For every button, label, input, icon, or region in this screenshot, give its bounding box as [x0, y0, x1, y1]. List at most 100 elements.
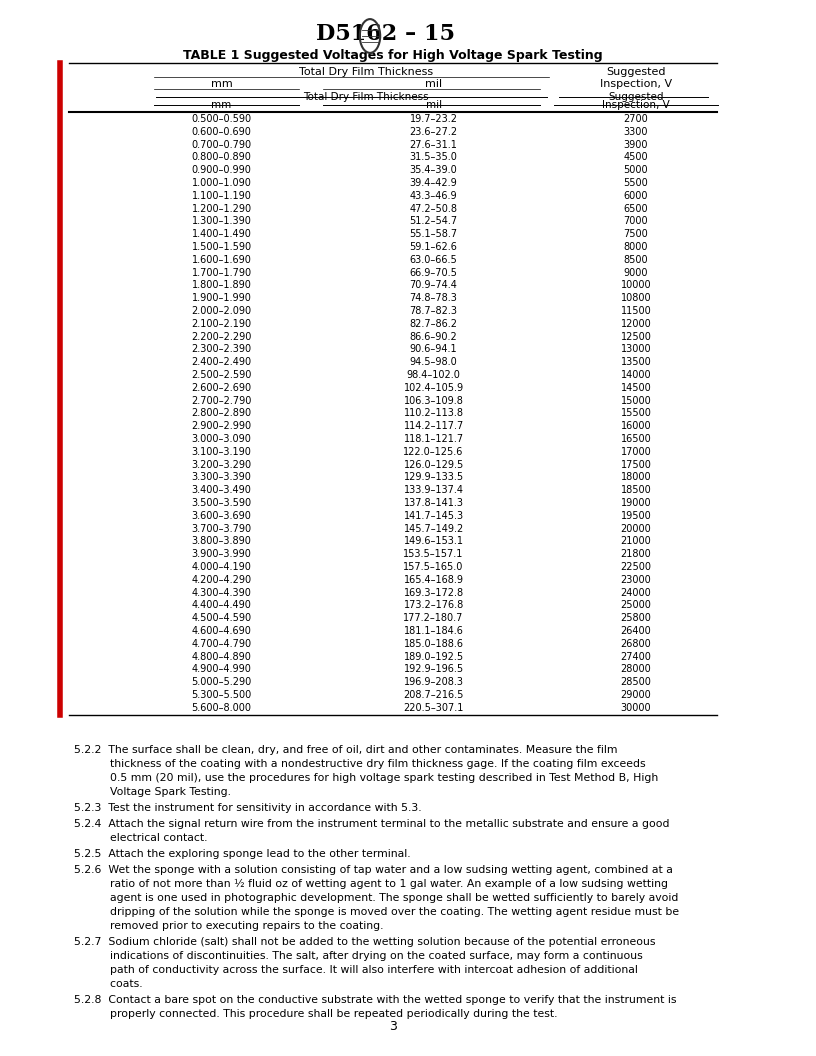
Text: 6500: 6500: [623, 204, 648, 213]
Text: 82.7–86.2: 82.7–86.2: [410, 319, 458, 328]
Text: 0.5 mm (20 mil), use the procedures for high voltage spark testing described in : 0.5 mm (20 mil), use the procedures for …: [89, 773, 658, 782]
Text: 31.5–35.0: 31.5–35.0: [410, 152, 458, 163]
Text: thickness of the coating with a nondestructive dry film thickness gage. If the c: thickness of the coating with a nondestr…: [89, 758, 645, 769]
Text: 3.100–3.190: 3.100–3.190: [192, 447, 251, 457]
Text: mil: mil: [425, 79, 442, 89]
Text: 0.900–0.990: 0.900–0.990: [192, 165, 251, 175]
Text: 149.6–153.1: 149.6–153.1: [404, 536, 463, 546]
Text: 114.2–117.7: 114.2–117.7: [403, 421, 463, 431]
Text: 21000: 21000: [620, 536, 651, 546]
Text: 6000: 6000: [623, 191, 648, 201]
Text: 4.200–4.290: 4.200–4.290: [192, 574, 251, 585]
Text: 3.400–3.490: 3.400–3.490: [192, 485, 251, 495]
Text: mm: mm: [211, 79, 233, 89]
Text: 15500: 15500: [620, 409, 651, 418]
Text: 4.900–4.990: 4.900–4.990: [192, 664, 251, 675]
Text: 157.5–165.0: 157.5–165.0: [403, 562, 463, 572]
Text: 10000: 10000: [621, 281, 651, 290]
Text: 11500: 11500: [620, 306, 651, 316]
Text: removed prior to executing repairs to the coating.: removed prior to executing repairs to th…: [89, 921, 384, 930]
Text: 0.500–0.590: 0.500–0.590: [192, 114, 251, 124]
Text: 129.9–133.5: 129.9–133.5: [404, 472, 463, 483]
Text: 4.800–4.890: 4.800–4.890: [192, 652, 251, 662]
Text: agent is one used in photographic development. The sponge shall be wetted suffic: agent is one used in photographic develo…: [89, 892, 678, 903]
Text: 5.2.5  Attach the exploring sponge lead to the other terminal.: 5.2.5 Attach the exploring sponge lead t…: [74, 849, 410, 859]
Text: 24000: 24000: [620, 587, 651, 598]
Text: 3300: 3300: [623, 127, 648, 137]
Text: 145.7–149.2: 145.7–149.2: [403, 524, 463, 533]
Text: 177.2–180.7: 177.2–180.7: [403, 614, 463, 623]
Text: 1.000–1.090: 1.000–1.090: [192, 178, 251, 188]
Text: 5000: 5000: [623, 165, 648, 175]
Text: 16000: 16000: [621, 421, 651, 431]
Text: 220.5–307.1: 220.5–307.1: [403, 703, 463, 713]
Text: 9000: 9000: [623, 267, 648, 278]
Text: 47.2–50.8: 47.2–50.8: [410, 204, 458, 213]
Text: ratio of not more than ½ fluid oz of wetting agent to 1 gal water. An example of: ratio of not more than ½ fluid oz of wet…: [89, 879, 667, 889]
Text: 169.3–172.8: 169.3–172.8: [404, 587, 463, 598]
Text: 39.4–42.9: 39.4–42.9: [410, 178, 458, 188]
Text: 7000: 7000: [623, 216, 648, 226]
Text: 181.1–184.6: 181.1–184.6: [404, 626, 463, 636]
Text: 3: 3: [389, 1019, 397, 1033]
Text: 35.4–39.0: 35.4–39.0: [410, 165, 458, 175]
Text: 26400: 26400: [620, 626, 651, 636]
Text: 196.9–208.3: 196.9–208.3: [404, 677, 463, 687]
Text: 3.000–3.090: 3.000–3.090: [192, 434, 251, 444]
Text: 2700: 2700: [623, 114, 648, 124]
Text: 118.1–121.7: 118.1–121.7: [404, 434, 463, 444]
Text: 4500: 4500: [623, 152, 648, 163]
Text: 1.900–1.990: 1.900–1.990: [192, 294, 251, 303]
Text: 0.800–0.890: 0.800–0.890: [192, 152, 251, 163]
Text: 14500: 14500: [620, 382, 651, 393]
Text: 1.300–1.390: 1.300–1.390: [192, 216, 251, 226]
Text: TABLE 1 Suggested Voltages for High Voltage Spark Testing: TABLE 1 Suggested Voltages for High Volt…: [184, 50, 603, 62]
Text: 15000: 15000: [620, 396, 651, 406]
Text: 185.0–188.6: 185.0–188.6: [404, 639, 463, 648]
Text: 43.3–46.9: 43.3–46.9: [410, 191, 458, 201]
Text: 4.300–4.390: 4.300–4.390: [192, 587, 251, 598]
Text: Suggested: Suggested: [606, 67, 666, 77]
Text: 2.900–2.990: 2.900–2.990: [192, 421, 251, 431]
Text: 25800: 25800: [620, 614, 651, 623]
Text: 55.1–58.7: 55.1–58.7: [410, 229, 458, 240]
Text: 17500: 17500: [620, 459, 651, 470]
Text: 1.100–1.190: 1.100–1.190: [192, 191, 251, 201]
Text: 4.600–4.690: 4.600–4.690: [192, 626, 251, 636]
Text: 25000: 25000: [620, 601, 651, 610]
Text: 3.300–3.390: 3.300–3.390: [192, 472, 251, 483]
Text: 122.0–125.6: 122.0–125.6: [403, 447, 463, 457]
Text: 63.0–66.5: 63.0–66.5: [410, 254, 458, 265]
Text: mm: mm: [211, 100, 232, 110]
Text: 5500: 5500: [623, 178, 648, 188]
Text: 1.500–1.590: 1.500–1.590: [192, 242, 251, 252]
Text: 2.700–2.790: 2.700–2.790: [192, 396, 252, 406]
Text: 3.800–3.890: 3.800–3.890: [192, 536, 251, 546]
Text: 18500: 18500: [620, 485, 651, 495]
Text: 66.9–70.5: 66.9–70.5: [410, 267, 458, 278]
Text: Total Dry Film Thickness: Total Dry Film Thickness: [304, 92, 429, 102]
Text: Total Dry Film Thickness: Total Dry Film Thickness: [299, 67, 433, 77]
Text: Inspection, V: Inspection, V: [602, 100, 670, 110]
Text: 192.9–196.5: 192.9–196.5: [404, 664, 463, 675]
Text: 5.600–8.000: 5.600–8.000: [192, 703, 251, 713]
Text: dripping of the solution while the sponge is moved over the coating. The wetting: dripping of the solution while the spong…: [89, 907, 679, 917]
Text: 10800: 10800: [621, 294, 651, 303]
Text: 90.6–94.1: 90.6–94.1: [410, 344, 458, 355]
Text: 5.000–5.290: 5.000–5.290: [192, 677, 251, 687]
Text: 5.2.7  Sodium chloride (salt) shall not be added to the wetting solution because: 5.2.7 Sodium chloride (salt) shall not b…: [74, 937, 656, 946]
Text: 1.400–1.490: 1.400–1.490: [192, 229, 251, 240]
Text: 5.2.4  Attach the signal return wire from the instrument terminal to the metalli: 5.2.4 Attach the signal return wire from…: [74, 818, 670, 829]
Text: 2.800–2.890: 2.800–2.890: [192, 409, 251, 418]
Text: 110.2–113.8: 110.2–113.8: [404, 409, 463, 418]
Text: 22500: 22500: [620, 562, 651, 572]
Text: 98.4–102.0: 98.4–102.0: [406, 370, 460, 380]
Text: 30000: 30000: [621, 703, 651, 713]
Text: 29000: 29000: [620, 690, 651, 700]
Text: 26800: 26800: [620, 639, 651, 648]
Text: 86.6–90.2: 86.6–90.2: [410, 332, 458, 341]
Text: 5.2.8  Contact a bare spot on the conductive substrate with the wetted sponge to: 5.2.8 Contact a bare spot on the conduct…: [74, 995, 676, 1004]
Text: 4.700–4.790: 4.700–4.790: [192, 639, 251, 648]
Text: 28500: 28500: [620, 677, 651, 687]
Text: 1.800–1.890: 1.800–1.890: [192, 281, 251, 290]
